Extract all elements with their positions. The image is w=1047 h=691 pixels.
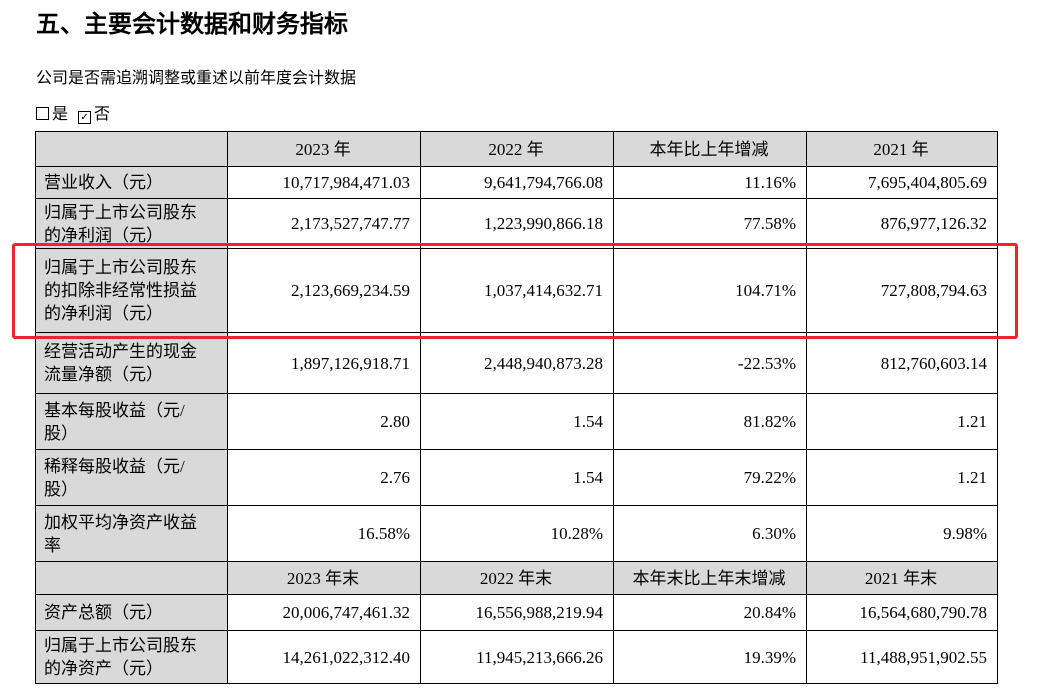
row: 稀释每股收益（元/股） 2.76 1.54 79.22% 1.21 [35, 449, 998, 506]
cell: 81.82% [613, 393, 807, 450]
cell: 10,717,984,471.03 [227, 166, 421, 199]
header-cell: 2023 年末 [227, 561, 421, 595]
cell: 1,223,990,866.18 [420, 198, 614, 249]
header-row: 2023 年 2022 年本年比上年增减 2021 年 [35, 131, 998, 167]
option-label: 是 [52, 106, 69, 123]
cell: 20,006,747,461.32 [227, 594, 421, 631]
header-cell: 本年比上年增减 [613, 131, 807, 167]
cell: 77.58% [613, 198, 807, 249]
cell: 876,977,126.32 [806, 198, 998, 249]
cell: 14,261,022,312.40 [227, 630, 421, 684]
cell: 104.71% [613, 248, 807, 333]
cell: 2,123,669,234.59 [227, 248, 421, 333]
option: 是 [36, 100, 68, 124]
option: ✓ 否 [78, 100, 110, 124]
cell: 727,808,794.63 [806, 248, 998, 333]
cell: 1.21 [806, 393, 998, 450]
cell: 6.30% [613, 505, 807, 562]
row-label: 稀释每股收益（元/股） [35, 449, 228, 506]
row: 加权平均净资产收益率 16.58% 10.28% 6.30% 9.98% [35, 505, 998, 562]
cell: 16,556,988,219.94 [420, 594, 614, 631]
table: 2023 年 2022 年本年比上年增减 2021 年营业收入（元） 10,717,9… [35, 131, 998, 684]
row-label: 归属于上市公司股东的扣除非经常性损益的净利润（元） [35, 248, 228, 333]
row-label: 归属于上市公司股东的净资产（元） [35, 630, 228, 684]
row-label: 归属于上市公司股东的净利润（元） [35, 198, 228, 249]
title: 五、主要会计数据和财务指标 [36, 10, 348, 38]
subtitle: 公司是否需追溯调整或重述以前年度会计数据 [36, 70, 357, 87]
header-cell: 2021 年 [806, 131, 998, 167]
row-label: 资产总额（元） [35, 594, 228, 631]
row-label: 经营活动产生的现金流量净额（元） [35, 332, 228, 394]
cell: 2.80 [227, 393, 421, 450]
cell: 16.58% [227, 505, 421, 562]
row: 经营活动产生的现金流量净额（元） 1,897,126,918.71 2,448,94… [35, 332, 998, 394]
cell: 812,760,603.14 [806, 332, 998, 394]
option-label: 否 [94, 106, 111, 123]
header-cell: 本年末比上年末增减 [613, 561, 807, 595]
row: 资产总额（元） 20,006,747,461.32 16,556,988,219.9… [35, 594, 998, 631]
cell: 9.98% [806, 505, 998, 562]
header-cell [35, 131, 228, 167]
cell: 1,897,126,918.71 [227, 332, 421, 394]
cell: 19.39% [613, 630, 807, 684]
cell: 11.16% [613, 166, 807, 199]
cell: 10.28% [420, 505, 614, 562]
header-cell: 2022 年 [420, 131, 614, 167]
cell: 11,945,213,666.26 [420, 630, 614, 684]
cell: 20.84% [613, 594, 807, 631]
row: 归属于上市公司股东的扣除非经常性损益的净利润（元） 2,123,669,234.5… [35, 248, 998, 333]
cell: 16,564,680,790.78 [806, 594, 998, 631]
cell: 11,488,951,902.55 [806, 630, 998, 684]
header-cell: 2022 年末 [420, 561, 614, 595]
cell: 7,695,404,805.69 [806, 166, 998, 199]
row: 基本每股收益（元/股） 2.80 1.54 81.82% 1.21 [35, 393, 998, 450]
row: 营业收入（元） 10,717,984,471.03 9,641,794,766.08… [35, 166, 998, 199]
row: 归属于上市公司股东的净利润（元） 2,173,527,747.77 1,223,99… [35, 198, 998, 249]
header-cell: 2023 年 [227, 131, 421, 167]
header-row: 2023 年末 2022 年末 本年末比上年末增减 2021 年末 [35, 561, 998, 595]
cell: -22.53% [613, 332, 807, 394]
cell: 2,173,527,747.77 [227, 198, 421, 249]
highlight-box [12, 243, 1018, 339]
header-cell [35, 561, 228, 595]
cell: 79.22% [613, 449, 807, 506]
cell: 2.76 [227, 449, 421, 506]
cell: 2,448,940,873.28 [420, 332, 614, 394]
checkbox [36, 107, 49, 120]
cell: 1.21 [806, 449, 998, 506]
cell: 1,037,414,632.71 [420, 248, 614, 333]
cell: 1.54 [420, 449, 614, 506]
row-label: 基本每股收益（元/股） [35, 393, 228, 450]
row: 归属于上市公司股东的净资产（元） 14,261,022,312.40 11,945,… [35, 630, 998, 684]
cell: 9,641,794,766.08 [420, 166, 614, 199]
header-cell: 2021 年末 [806, 561, 998, 595]
checkbox: ✓ [78, 111, 92, 124]
row-label: 加权平均净资产收益率 [35, 505, 228, 562]
cell: 1.54 [420, 393, 614, 450]
row-label: 营业收入（元） [35, 166, 228, 199]
options: 是 ✓ 否 [36, 100, 110, 124]
